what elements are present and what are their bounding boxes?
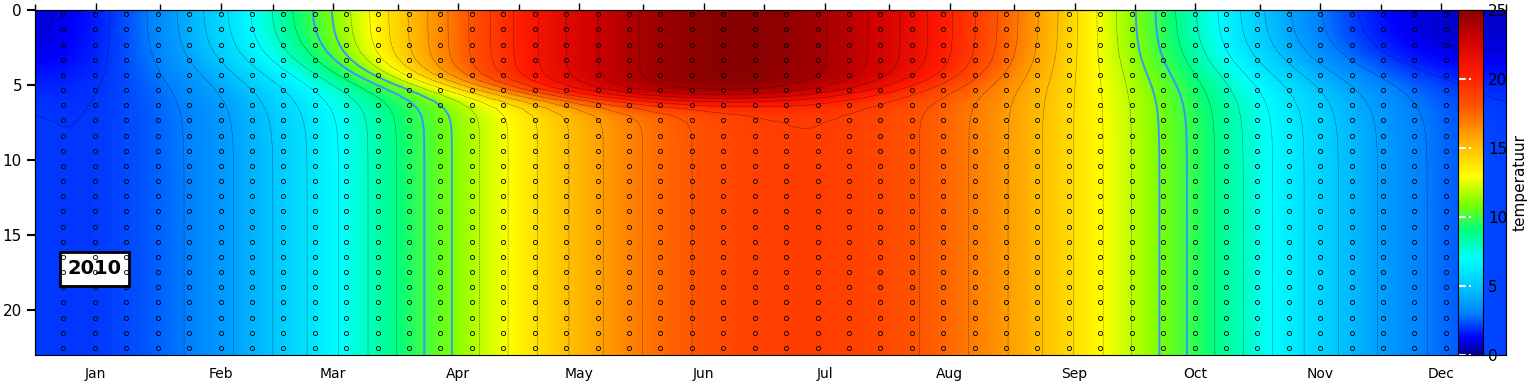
Y-axis label: temperatuur: temperatuur — [1513, 134, 1528, 231]
Text: 2010: 2010 — [68, 260, 121, 278]
